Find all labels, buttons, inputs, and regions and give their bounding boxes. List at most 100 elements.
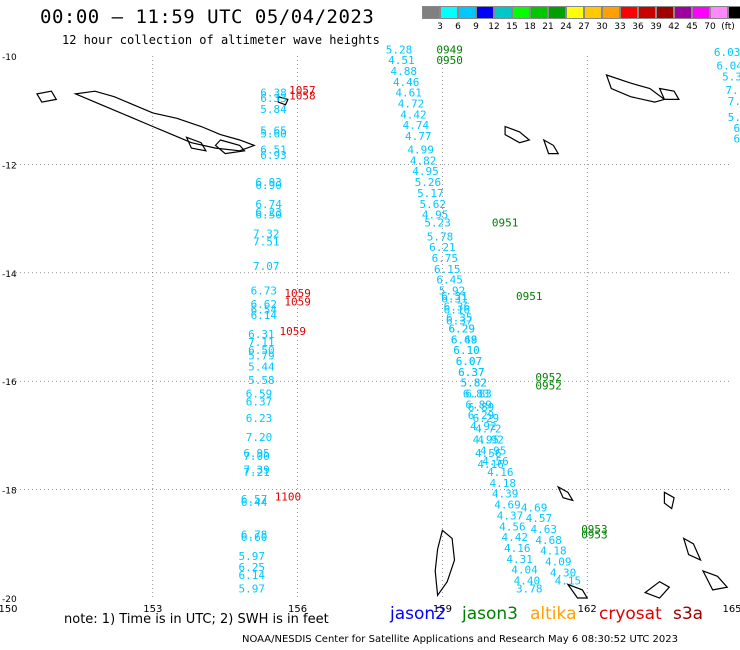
colorbar-swatch [728, 6, 740, 19]
lat-tick-label: -20 [2, 595, 17, 605]
wave-height-label: 4.40 [514, 574, 541, 587]
wave-height-label: 4.95 [422, 209, 449, 222]
wave-height-label: 6.10 [453, 344, 480, 357]
wave-height-label: 5.26 [415, 176, 442, 189]
wave-height-label: 0951 [492, 217, 519, 230]
legend-s3a: s3a [673, 604, 704, 624]
wave-height-label: 6.45 [436, 274, 463, 287]
wave-height-label: 4.18 [489, 477, 516, 490]
colorbar-swatch [512, 6, 530, 19]
footer-note: note: 1) Time is in UTC; 2) SWH is in fe… [64, 612, 329, 627]
wave-height-label: 6.31 [441, 290, 468, 303]
map-title: 00:00 – 11:59 UTC 05/04/2023 [40, 6, 375, 28]
wave-height-label: 0953 [581, 523, 608, 536]
coastline [277, 95, 289, 106]
wave-height-label: 6.29 [473, 412, 500, 425]
wave-height-label: 6.15 [434, 263, 461, 276]
coastline [556, 485, 574, 502]
wave-height-label: 6.83 [465, 387, 492, 400]
wave-height-label: 1058 [289, 89, 316, 102]
coastline [682, 537, 702, 562]
wave-height-label: 4.61 [395, 87, 422, 100]
wave-height-label: 7.20 [246, 431, 273, 444]
colorbar-swatch [566, 6, 584, 19]
wave-height-label: 6.83 [463, 387, 490, 400]
wave-height-label: 6.37 [246, 396, 273, 409]
colorbar-tick-label: 36 [632, 22, 644, 32]
wave-height-label: 6.44 [241, 496, 268, 509]
wave-height-label: 0950 [436, 54, 463, 67]
lat-tick-label: -18 [2, 487, 17, 497]
wave-height-label: 6.29 [448, 322, 475, 335]
wave-height-label: 7.32 [253, 228, 280, 241]
wave-height-label: 4.69 [521, 501, 548, 514]
wave-height-label: 6.51 [260, 144, 287, 157]
wave-height-label: 5.97 [238, 550, 265, 563]
wave-height-label: 6.75 [432, 252, 459, 265]
colorbar-tick-label: 6 [455, 22, 461, 32]
lon-tick-label: 162 [578, 604, 597, 615]
wave-height-label: 4.18 [540, 545, 567, 558]
coastline [434, 529, 456, 597]
wave-height-label: 4.16 [487, 466, 514, 479]
wave-height-label: 4.95 [480, 444, 507, 457]
colorbar-tick-label: 9 [473, 22, 479, 32]
wave-height-label: 6.29 [448, 322, 475, 335]
wave-height-label: 4.16 [504, 542, 531, 555]
wave-height-label: 4.57 [526, 512, 553, 525]
map-subtitle: 12 hour collection of altimeter wave hei… [62, 33, 380, 47]
colorbar-swatch [638, 6, 656, 19]
wave-height-label: 6.78 [241, 528, 268, 541]
wave-height-label: 6.38 [260, 87, 287, 100]
wave-height-label: 6.36 [444, 301, 471, 314]
coastline [605, 74, 666, 103]
wave-height-label: 4.95 [473, 434, 500, 447]
wave-height-label: 4.31 [506, 553, 533, 566]
colorbar-tick-label: 12 [488, 22, 500, 32]
wave-height-label: 0949 [436, 43, 463, 56]
wave-height-label: 6.07 [456, 355, 483, 368]
colorbar-tick-label: 42 [668, 22, 680, 32]
coastline [504, 125, 531, 144]
wave-height-label: 4.46 [393, 76, 420, 89]
colorbar-tick-label: 24 [560, 22, 572, 32]
colorbar-swatch [530, 6, 548, 19]
wave-height-label: 4.42 [400, 108, 427, 121]
wave-height-label: 4.15 [555, 574, 582, 587]
colorbar-swatch [458, 6, 476, 19]
wave-height-label: 6.37 [458, 366, 485, 379]
colorbar-tick-label: 18 [524, 22, 536, 32]
wave-height-label: 4.88 [391, 65, 418, 78]
coastline [36, 90, 58, 103]
lon-tick-label: 159 [433, 604, 452, 615]
wave-height-label: 7.51 [253, 236, 280, 249]
wave-height-label: 6.14 [251, 309, 278, 322]
wave-height-label: 6.37 [458, 366, 485, 379]
colorbar-swatch [548, 6, 566, 19]
wave-height-label: 4.92 [470, 420, 497, 433]
wave-height-label: 4.72 [475, 423, 502, 436]
coastline [663, 491, 675, 510]
wave-height-label: 6.10 [453, 344, 480, 357]
wave-height-label: 4.09 [545, 555, 572, 568]
wave-height-label: 5.79 [248, 350, 275, 363]
coastline [658, 87, 680, 100]
wave-height-label: 5.65 [260, 125, 287, 138]
coastline [73, 90, 256, 152]
wave-height-label: 6.29 [468, 409, 495, 422]
wave-height-label: 5.3 [722, 70, 740, 83]
wave-height-label: 6.60 [241, 531, 268, 544]
colorbar-tick-label: 70 [704, 22, 716, 32]
wave-height-label: 1059 [284, 295, 311, 308]
wave-height-label: 1100 [275, 490, 302, 503]
wave-height-label: 1059 [280, 325, 307, 338]
wave-height-label: 6.50 [255, 209, 282, 222]
colorbar-swatch [602, 6, 620, 19]
wave-height-label: 5.78 [427, 230, 454, 243]
colorbar-tick-label: (ft) [721, 22, 735, 32]
wave-height-label: 4.69 [494, 499, 521, 512]
wave-height-label: 4.99 [407, 144, 434, 157]
wave-height-label: 5.62 [419, 198, 446, 211]
